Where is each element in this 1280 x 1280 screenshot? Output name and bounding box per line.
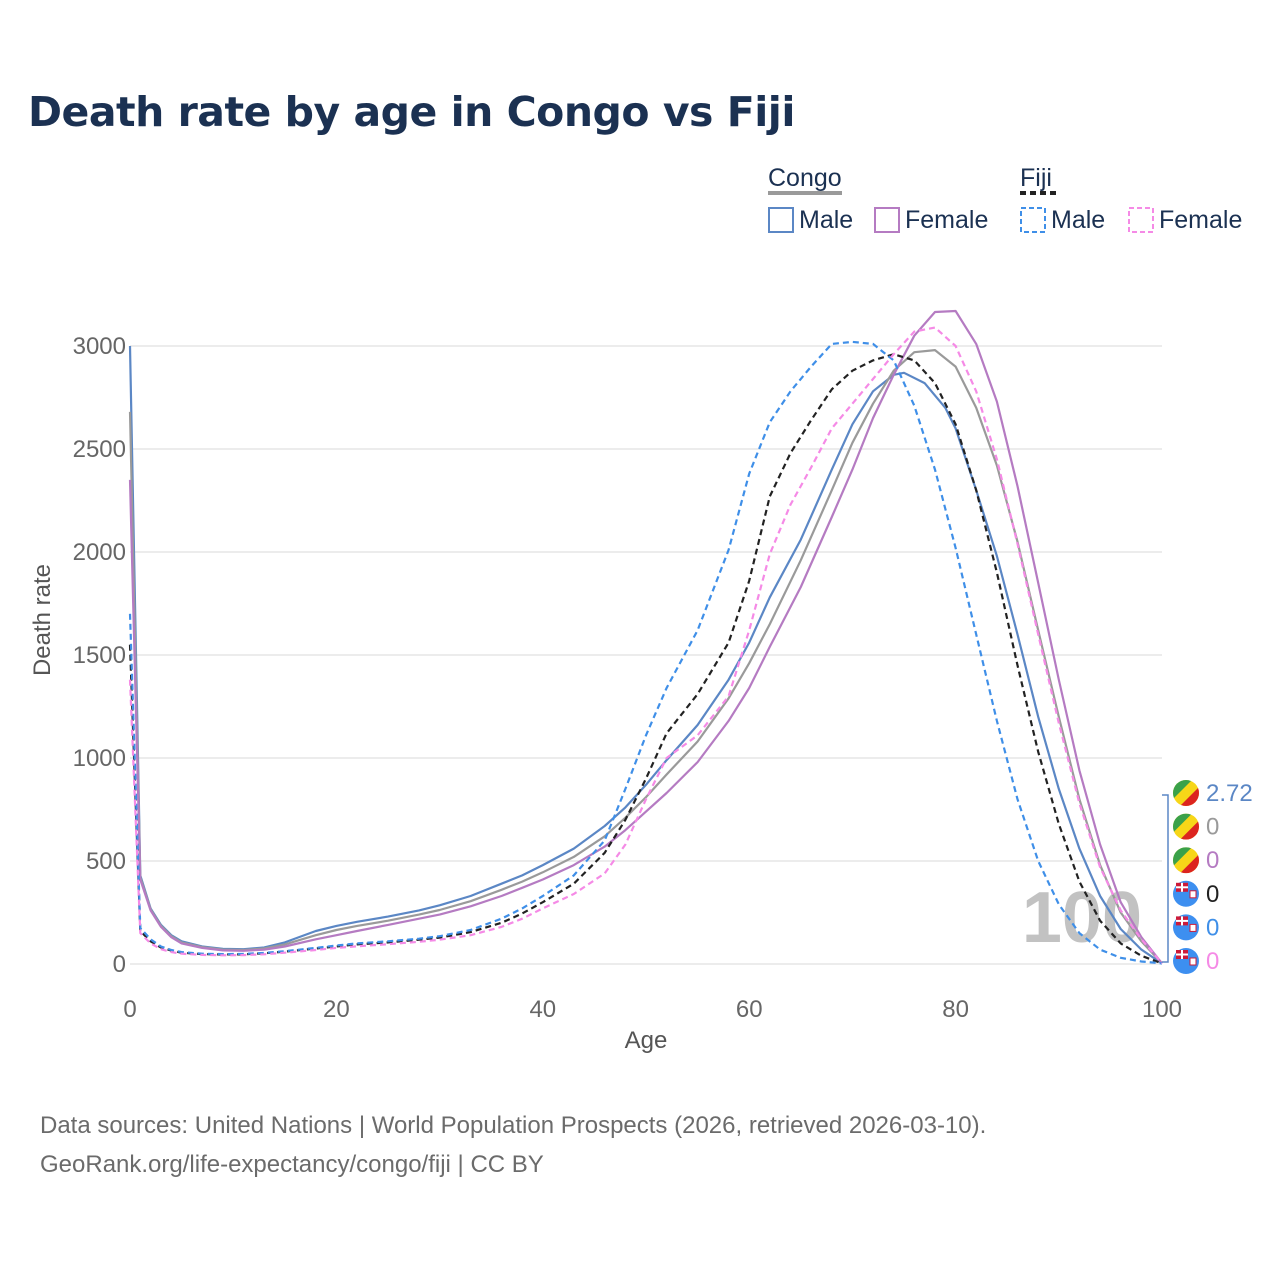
congo-flag-icon (1173, 813, 1199, 840)
legend: Congo Male Female Fiji Male Female (768, 164, 1242, 234)
end-label-value: 0 (1206, 914, 1219, 941)
x-tick-label: 20 (323, 996, 350, 1023)
end-label-value: 0 (1206, 881, 1219, 908)
x-tick-label: 80 (942, 996, 969, 1023)
y-tick-label: 1500 (73, 642, 126, 669)
x-tick-label: 100 (1142, 996, 1182, 1023)
end-label-bracket (1162, 794, 1169, 963)
end-label-value: 0 (1206, 948, 1219, 975)
end-label-value: 2.72 (1206, 780, 1253, 807)
y-tick-label: 500 (86, 848, 126, 875)
end-label: 0 (1173, 847, 1219, 874)
series-lines (128, 309, 1163, 965)
y-axis-ticks: 0 500 1000 1500 2000 2500 3000 (73, 333, 126, 978)
end-label-value: 0 (1206, 847, 1219, 874)
legend-swatch (874, 207, 900, 233)
legend-group-congo: Congo (768, 164, 842, 192)
fiji-flag-icon (1173, 880, 1199, 907)
fiji-flag-icon (1173, 948, 1199, 974)
x-axis-ticks: 0 20 40 60 80 100 (123, 996, 1182, 1023)
end-labels: 2.72 0 0 0 0 0 (1162, 780, 1253, 975)
end-label: 0 (1173, 880, 1219, 908)
fiji-flag-icon (1173, 914, 1199, 941)
grid-lines (130, 345, 1162, 965)
legend-item-male[interactable]: Male (1051, 206, 1105, 234)
end-label-value: 0 (1206, 814, 1219, 841)
x-tick-label: 40 (529, 996, 556, 1023)
end-label: 0 (1173, 914, 1219, 941)
source-line-2: GeoRank.org/life-expectancy/congo/fiji |… (40, 1151, 544, 1178)
y-tick-label: 2500 (73, 436, 126, 463)
source-line-1: Data sources: United Nations | World Pop… (40, 1112, 987, 1139)
y-tick-label: 1000 (73, 745, 126, 772)
source-note: Data sources: United Nations | World Pop… (40, 1106, 986, 1184)
legend-item-female[interactable]: Female (905, 206, 988, 234)
series-line-fiji-male (128, 340, 1163, 965)
congo-flag-icon (1173, 780, 1199, 806)
x-axis-label: Age (625, 1027, 668, 1054)
legend-item-female[interactable]: Female (1159, 206, 1242, 234)
congo-flag-icon (1173, 847, 1199, 874)
legend-swatch (768, 207, 794, 233)
legend-group-fiji: Fiji (1020, 164, 1052, 192)
x-tick-label: 60 (736, 996, 763, 1023)
x-tick-label: 0 (123, 996, 136, 1023)
chart-title: Death rate by age in Congo vs Fiji (28, 88, 795, 136)
legend-swatch (1020, 207, 1046, 233)
y-axis-label: Death rate (29, 564, 56, 676)
y-tick-label: 3000 (73, 333, 126, 360)
y-tick-label: 2000 (73, 539, 126, 566)
legend-item-male[interactable]: Male (799, 206, 853, 234)
y-tick-label: 0 (113, 951, 126, 978)
end-label: 0 (1173, 813, 1219, 841)
end-label: 2.72 (1173, 780, 1253, 807)
legend-swatch (1128, 207, 1154, 233)
end-label: 0 (1173, 948, 1219, 975)
series-line-congo-female (128, 309, 1163, 965)
series-line-fiji-female (128, 326, 1163, 965)
